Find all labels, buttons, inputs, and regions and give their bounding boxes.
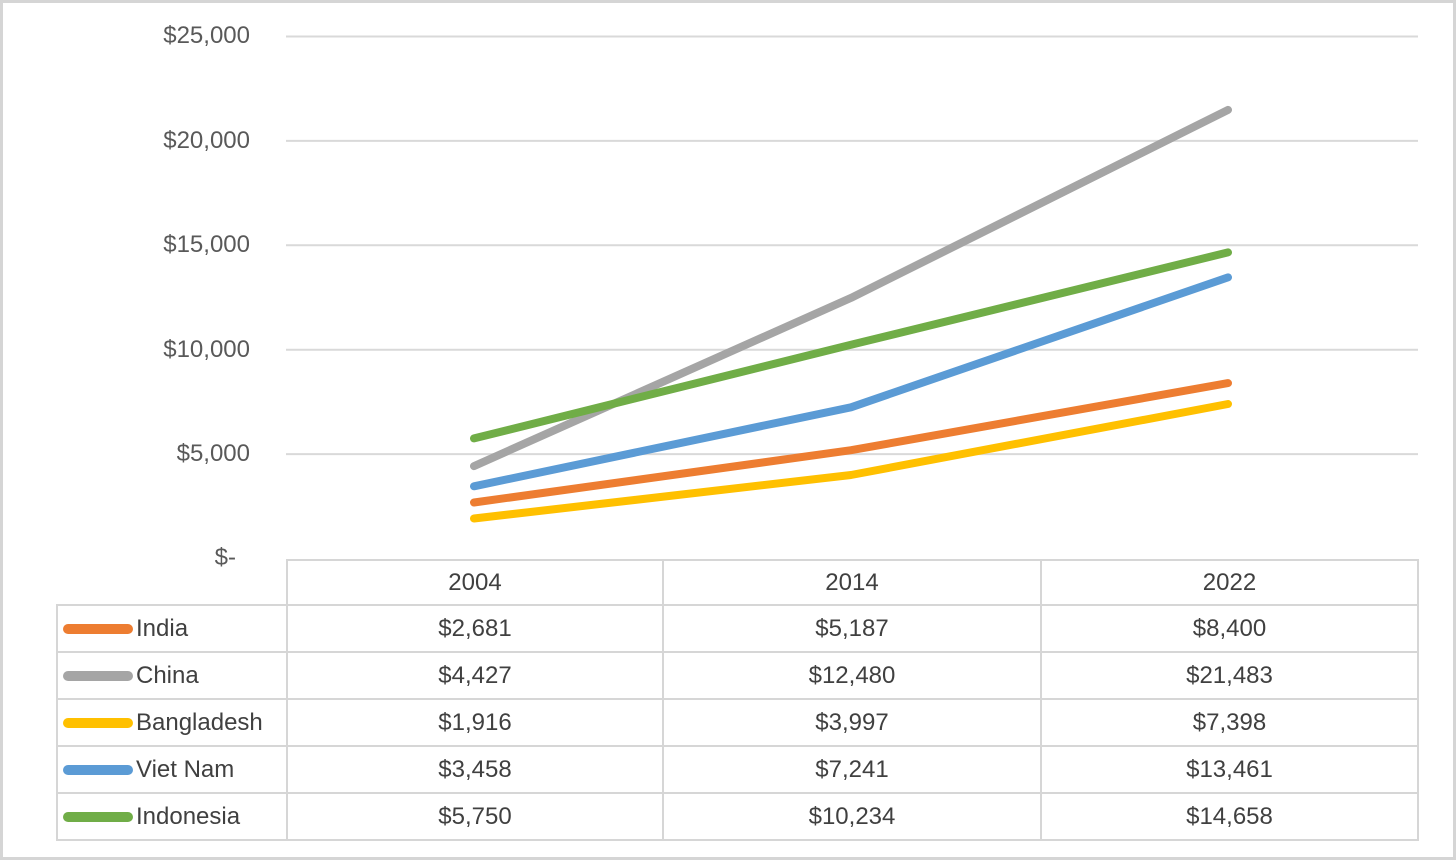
- table-row-viet-nam: Viet Nam $3,458 $7,241 $13,461: [56, 745, 1419, 794]
- legend-label: Bangladesh: [136, 708, 263, 736]
- y-axis-tick-label: $15,000: [163, 231, 250, 258]
- legend-swatch-indonesia-icon: [63, 811, 133, 822]
- table-cell: $13,461: [1040, 745, 1419, 794]
- table-col-header-2004: 2004: [286, 559, 664, 606]
- legend-label: China: [136, 661, 199, 689]
- legend-swatch-india-icon: [63, 623, 133, 634]
- y-axis-tick-label: $20,000: [163, 127, 250, 154]
- data-table: 2004 2014 2022 India $2,681 $5,187 $8,40…: [56, 559, 1419, 841]
- table-cell: $1,916: [286, 698, 664, 747]
- table-cell: $21,483: [1040, 651, 1419, 700]
- table-cell: $8,400: [1040, 604, 1419, 653]
- legend-label: India: [136, 614, 189, 642]
- y-axis-tick-label: $10,000: [163, 336, 250, 363]
- table-corner-blank: [57, 560, 287, 605]
- legend-swatch-viet-nam-icon: [63, 764, 133, 775]
- table-cell: $7,241: [662, 745, 1042, 794]
- table-cell: $3,997: [662, 698, 1042, 747]
- table-cell: $3,458: [286, 745, 664, 794]
- table-cell: $12,480: [662, 651, 1042, 700]
- y-axis-tick-label: $25,000: [163, 22, 250, 49]
- series-line-viet-nam: [470, 273, 1232, 491]
- series-line-indonesia: [470, 248, 1232, 443]
- legend-swatch-bangladesh-icon: [63, 717, 133, 728]
- table-col-header-2014: 2014: [662, 559, 1042, 606]
- y-axis-tick-label: $-: [214, 544, 236, 571]
- table-cell: $7,398: [1040, 698, 1419, 747]
- legend-item-india: India: [56, 604, 288, 653]
- table-cell: $5,187: [662, 604, 1042, 653]
- table-cell: $2,681: [286, 604, 664, 653]
- table-row-india: India $2,681 $5,187 $8,400: [56, 604, 1419, 653]
- table-col-header-2022: 2022: [1040, 559, 1419, 606]
- table-cell: $4,427: [286, 651, 664, 700]
- legend-swatch-china-icon: [63, 670, 133, 681]
- legend-item-viet-nam: Viet Nam: [56, 745, 288, 794]
- table-row-bangladesh: Bangladesh $1,916 $3,997 $7,398: [56, 698, 1419, 747]
- legend-item-indonesia: Indonesia: [56, 792, 288, 841]
- table-row-indonesia: Indonesia $5,750 $10,234 $14,658: [56, 792, 1419, 841]
- table-cell: $5,750: [286, 792, 664, 841]
- table-cell: $10,234: [662, 792, 1042, 841]
- series-line-bangladesh: [470, 400, 1232, 523]
- legend-item-bangladesh: Bangladesh: [56, 698, 288, 747]
- series-line-india: [470, 379, 1232, 507]
- legend-item-china: China: [56, 651, 288, 700]
- legend-label: Viet Nam: [136, 755, 235, 783]
- y-axis-tick-label: $5,000: [176, 440, 250, 467]
- table-row-china: China $4,427 $12,480 $21,483: [56, 651, 1419, 700]
- table-cell: $14,658: [1040, 792, 1419, 841]
- legend-label: Indonesia: [136, 802, 241, 830]
- table-header-row: 2004 2014 2022: [57, 559, 1419, 606]
